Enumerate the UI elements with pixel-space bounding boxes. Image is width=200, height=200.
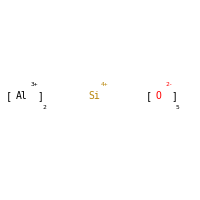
- Text: [: [: [146, 91, 152, 101]
- Text: 5: 5: [176, 105, 179, 110]
- Text: Al: Al: [16, 91, 28, 101]
- Text: 2: 2: [42, 105, 46, 110]
- Text: ]: ]: [37, 91, 43, 101]
- Text: O: O: [155, 91, 161, 101]
- Text: Si: Si: [88, 91, 100, 101]
- Text: 2-: 2-: [165, 82, 172, 87]
- Text: [: [: [6, 91, 12, 101]
- Text: 4+: 4+: [101, 82, 108, 87]
- Text: ]: ]: [171, 91, 177, 101]
- Text: 3+: 3+: [31, 82, 38, 87]
